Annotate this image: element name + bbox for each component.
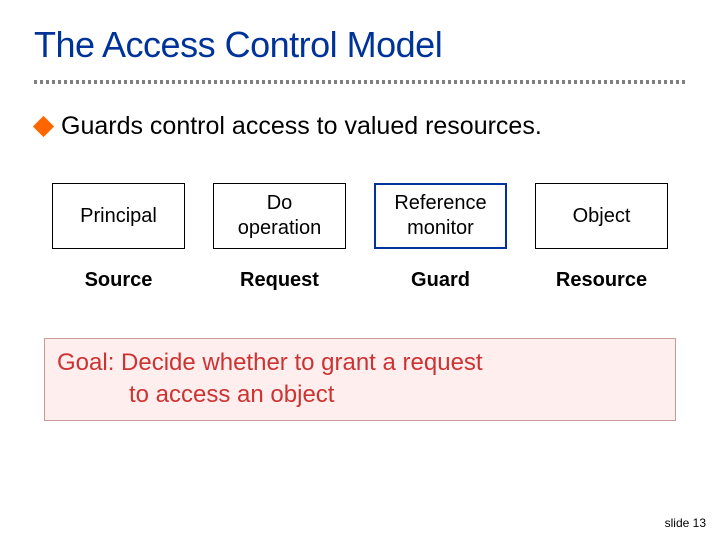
slide-title: The Access Control Model [34,24,686,66]
slide-number: slide 13 [665,516,706,530]
box-do-operation: Dooperation [213,183,346,249]
box-label: Principal [80,204,157,229]
bullet-text: Guards control access to valued resource… [61,112,542,141]
diamond-bullet-icon [33,116,54,137]
goal-line-1: Goal: Decide whether to grant a request [57,347,663,379]
caption-resource: Resource [535,269,668,292]
caption-source: Source [52,269,185,292]
box-reference-monitor: Referencemonitor [374,183,507,249]
goal-line-2: to access an object [57,379,663,411]
bullet-row: Guards control access to valued resource… [34,112,686,141]
box-label: Object [573,204,631,229]
box-object: Object [535,183,668,249]
goal-box: Goal: Decide whether to grant a request … [44,338,676,421]
title-divider [34,80,686,84]
box-label: Dooperation [238,191,321,241]
caption-request: Request [213,269,346,292]
box-principal: Principal [52,183,185,249]
box-label: Referencemonitor [394,191,486,241]
caption-guard: Guard [374,269,507,292]
flow-diagram: Principal Dooperation Referencemonitor O… [34,183,686,292]
